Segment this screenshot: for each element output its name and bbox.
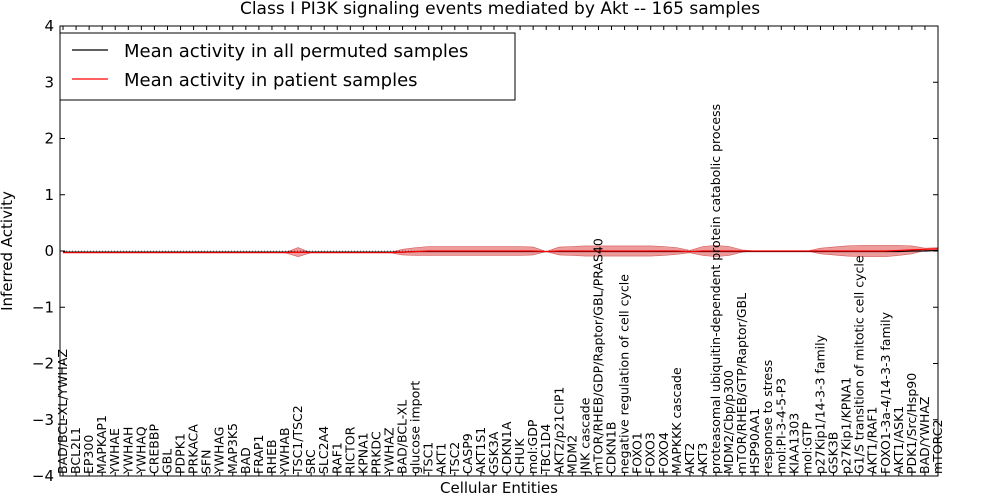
xtick-label: KIAA1303 [786,413,801,474]
xtick-label: mTOR/RHEB/GTP/Raptor/GBL [734,293,749,474]
xtick-label: CASP9 [460,433,475,474]
ytick-label: 3 [44,73,54,91]
xtick-label: AKT1/ASK1 [891,406,906,474]
xtick-label: AKT1/RAF1 [865,407,880,474]
xtick-label: BAD/BCL-XL [395,400,410,474]
series-line-patient [63,248,939,254]
xtick-label: YWHAE [107,428,122,475]
xtick-label: YWHAZ [381,427,396,475]
ytick-label: −3 [32,411,54,429]
xtick-label: SRC [303,449,318,474]
xtick-label: proteasomal ubiquitin-dependent protein … [708,104,723,474]
ytick-label: −4 [32,467,54,485]
xtick-label: TBC1D4 [538,424,553,475]
xtick-label: FOXO1 [630,432,645,474]
xtick-label: HSP90AA1 [747,408,762,474]
xtick-label: AKT2 [682,443,697,474]
line-layer [63,248,939,254]
xtick-label: EP300 [81,435,96,474]
xtick-label: GSK3A [486,431,501,474]
xtick-label: JNK cascade [577,397,592,475]
xtick-label: MDM2/Cbp/p300 [721,370,736,474]
xtick-label: response to stress [760,360,775,474]
y-axis: −4 −3 −2 −1 0 1 2 3 4 [32,17,938,485]
xtick-label: SFN [199,450,214,474]
xtick-label: YWHAB [277,427,292,475]
xtick-label: FOXO1-3a-4/14-3-3 family [878,311,893,474]
xtick-label: MAPKAP1 [94,415,109,474]
xtick-label: TSC2 [447,442,462,475]
xtick-label: AKT1 [434,443,449,474]
xtick-label: YWHAG [212,427,227,475]
xtick-label: mTOR/RHEB/GDP/Raptor/GBL/PRAS40 [590,238,605,474]
xtick-label: MAP3K5 [225,423,240,474]
xtick-label: TSC1 [421,442,436,475]
xtick-label: PDK1/Src/Hsp90 [904,373,919,474]
xtick-label: p27Kip1/14-3-3 family [812,334,827,474]
ytick-label: 2 [44,130,54,148]
xtick-label: PRKACA [186,424,201,474]
xtick-label: FOXO4 [656,432,671,474]
xtick-label: mol:GTP [799,422,814,474]
x-axis: BAD/BCL-XL/YWHAZBCL2L1EP300MAPKAP1YWHAEY… [55,26,945,476]
ytick-label: 0 [44,242,54,260]
xtick-label: BAD/YWHAZ [917,397,932,474]
legend-label-patient: Mean activity in patient samples [124,70,418,91]
xtick-label: AKT3 [695,443,710,474]
xtick-label: mol:GDP [525,419,540,474]
xtick-label: RHEB [264,439,279,474]
ytick-label: 4 [44,17,54,35]
xtick-label: MAPKKK cascade [669,367,684,474]
legend-box [59,32,516,101]
xtick-label: negative regulation of cell cycle [617,274,632,474]
xtick-label: mTORC2 [930,420,945,474]
xtick-label: RAF1 [329,442,344,474]
xtick-label: GSK3B [826,432,841,474]
xtick-label: MDM2 [564,435,579,474]
xtick-label: FRAP1 [251,435,266,474]
xtick-label: RICTOR [342,426,357,474]
xtick-label: YWHAQ [133,426,148,475]
ytick-label: −1 [32,298,54,316]
xtick-label: CREBBP [146,424,161,474]
legend-label-permuted: Mean activity in all permuted samples [124,41,468,62]
xtick-label: SLC2A4 [316,426,331,474]
xtick-label: PRKDC [368,431,383,474]
xtick-label: GBL [159,449,174,474]
xtick-label: YWHAH [120,427,135,475]
xtick-label: BAD/BCL-XL/YWHAZ [55,349,70,474]
xtick-label: TSC1/TSC2 [290,405,305,475]
xtick-label: G1/S transition of mitotic cell cycle [852,255,867,474]
xtick-label: CDKN1B [604,422,619,474]
xtick-label: CHUK [512,438,527,474]
xtick-label: mol:PI-3-4-5-P3 [773,378,788,474]
legend: Mean activity in all permuted samples Me… [59,32,516,101]
ytick-label: −2 [32,355,54,373]
ytick-label: 1 [44,186,54,204]
xtick-label: BCL2L1 [68,427,83,474]
xtick-label: AKT1S1 [473,427,488,474]
x-axis-label: Cellular Entities [440,479,558,497]
xtick-label: p27Kip1/KPNA1 [839,377,854,474]
y-axis-label: Inferred Activity [0,191,16,311]
xtick-label: PDPK1 [173,433,188,474]
chart-title: Class I PI3K signaling events mediated b… [240,0,760,19]
xtick-label: FOXO3 [643,432,658,474]
xtick-label: BAD [238,447,253,474]
xtick-label: KPNA1 [355,432,370,474]
xtick-label: AKT2/p21CIP1 [551,387,566,474]
xtick-label: glucose import [408,381,423,474]
xtick-label: CDKN1A [499,421,514,474]
